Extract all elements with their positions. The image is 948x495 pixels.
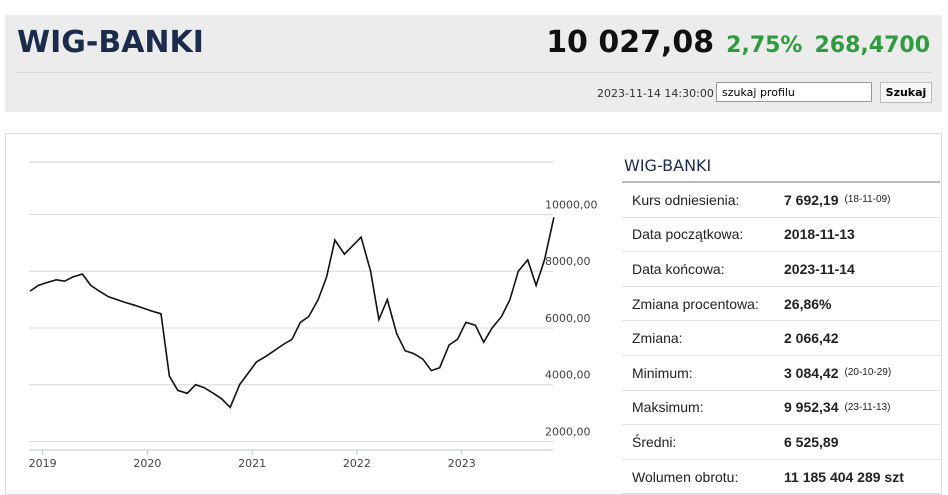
- stats-row: Data początkowa: 2018-11-13: [622, 218, 940, 253]
- price: 10 027,08: [546, 25, 715, 60]
- y-tick-label: 8000,00: [545, 255, 591, 268]
- stats-table: WIG-BANKI Kurs odniesienia: 7 692,19 (18-1…: [622, 150, 940, 495]
- stat-label: Maksimum:: [632, 399, 704, 416]
- stats-row: Maksimum: 9 952,34 (23-11-13): [622, 391, 940, 426]
- stat-value: 11 185 404 289 szt: [784, 468, 904, 485]
- stat-label: Data początkowa:: [632, 226, 744, 243]
- stat-label: Zmiana procentowa:: [632, 295, 759, 312]
- stat-note: (23-11-13): [844, 401, 891, 413]
- stat-value: 2 066,42: [784, 330, 839, 347]
- stat-value: 2023-11-14: [784, 260, 855, 277]
- index-title: WIG-BANKI: [17, 25, 204, 60]
- header: WIG-BANKI 10 027,08 2,75% 268,4700 2023-…: [5, 15, 942, 112]
- x-tick-label: 2023: [448, 457, 476, 470]
- timestamp: 2023-11-14 14:30:00: [597, 87, 714, 100]
- y-tick-label: 6000,00: [545, 312, 591, 325]
- stat-label: Zmiana:: [632, 330, 683, 347]
- search-button[interactable]: Szukaj: [880, 82, 932, 103]
- stat-label: Średni:: [632, 433, 677, 450]
- stats-row: Średni: 6 525,89: [622, 425, 940, 460]
- quote: 10 027,08 2,75% 268,4700: [546, 25, 930, 60]
- separator: [15, 72, 932, 73]
- y-tick-label: 10000,00: [545, 198, 598, 211]
- stat-label: Kurs odniesienia:: [632, 191, 740, 208]
- y-tick-label: 2000,00: [545, 425, 591, 438]
- change: 268,4700: [814, 33, 930, 58]
- stats-row: Zmiana procentowa: 26,86%: [622, 287, 940, 322]
- x-tick-label: 2022: [343, 457, 371, 470]
- stat-label: Data końcowa:: [632, 260, 725, 277]
- stat-value: 2018-11-13: [784, 226, 855, 243]
- stat-value: 9 952,34: [784, 399, 839, 416]
- stats-row: Zmiana: 2 066,42: [622, 321, 940, 356]
- stat-label: Wolumen obrotu:: [632, 468, 739, 485]
- stats-title: WIG-BANKI: [622, 150, 940, 183]
- price-line: [29, 217, 555, 409]
- stats-row: Wolumen obrotu: 11 185 404 289 szt: [622, 460, 940, 495]
- search-input[interactable]: szukaj profilu: [716, 82, 872, 102]
- stats-row: Minimum: 3 084,42 (20-10-29): [622, 356, 940, 391]
- stat-value: 26,86%: [784, 295, 832, 312]
- stats-row: Data końcowa: 2023-11-14: [622, 252, 940, 287]
- stat-value: 7 692,19: [784, 191, 839, 208]
- change-pct: 2,75%: [726, 33, 803, 58]
- stat-value: 3 084,42: [784, 364, 839, 381]
- stats-row: Kurs odniesienia: 7 692,19 (18-11-09): [622, 183, 940, 218]
- stat-note: (18-11-09): [844, 194, 891, 206]
- x-tick-label: 2020: [133, 457, 161, 470]
- x-tick-label: 2019: [29, 457, 57, 470]
- stat-note: (20-10-29): [844, 367, 892, 379]
- stat-label: Minimum:: [632, 364, 693, 381]
- x-tick-label: 2021: [238, 457, 266, 470]
- chart: 2000,00 4000,00 6000,00 8000,00 10000,00 2019…: [29, 161, 598, 470]
- y-tick-label: 4000,00: [545, 369, 591, 382]
- stat-value: 6 525,89: [784, 433, 839, 450]
